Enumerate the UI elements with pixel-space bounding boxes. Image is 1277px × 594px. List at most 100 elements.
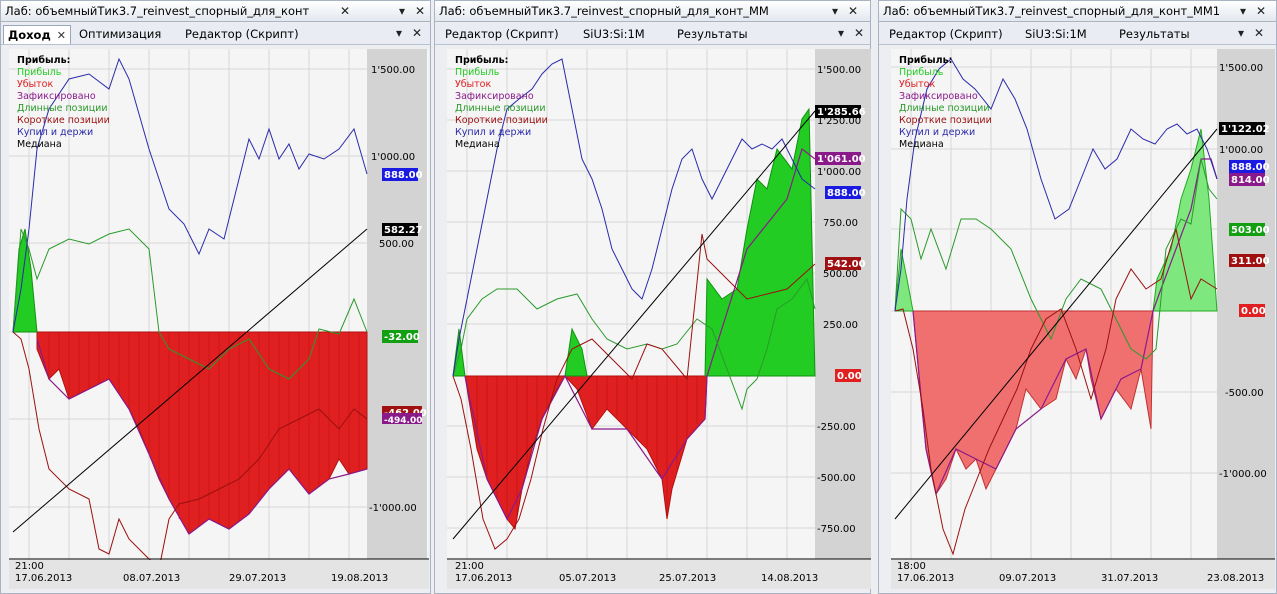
tab-script-editor[interactable]: Редактор (Скрипт) (889, 27, 1003, 41)
window-title-bar[interactable]: Лаб: объемныйТик3.7_reinvest_спорный_для… (1, 1, 430, 22)
buy-and-hold-line (12, 57, 368, 333)
y-tick: -750.00 (817, 524, 856, 535)
value-badge: 888.00 (1231, 162, 1270, 173)
tab-script-editor[interactable]: Редактор (Скрипт) (185, 27, 299, 41)
x-tick: 14.08.2013 (761, 573, 818, 584)
tab-instrument[interactable]: SiU3:Si:1M (1025, 27, 1087, 41)
x-tick: 29.07.2013 (229, 573, 286, 584)
short-positions-line (894, 228, 1218, 556)
x-tick: 31.07.2013 (1101, 573, 1158, 584)
window-title-bar[interactable]: Лаб: объемныйТик3.7_reinvest_спорный_для… (879, 1, 1276, 22)
legend-item: Короткие позиции (17, 115, 110, 126)
close-icon[interactable]: ✕ (339, 4, 351, 18)
y-tick: 1'500.00 (371, 65, 415, 76)
legend-item: Зафиксировано (455, 91, 534, 102)
legend-item: Медиана (17, 139, 62, 150)
tab-instrument[interactable]: SiU3:Si:1M (583, 27, 645, 41)
dropdown-icon[interactable]: ▾ (1239, 4, 1247, 18)
legend-title: Прибыль: (17, 55, 70, 66)
tab-income[interactable]: Доход ✕ (3, 25, 71, 44)
long-positions-line (894, 158, 1218, 360)
median-line (12, 228, 368, 533)
value-badge: 0.00 (837, 371, 862, 382)
y-tick: 500.00 (379, 239, 414, 250)
value-badge: 888.00 (384, 170, 423, 181)
long-positions-line (12, 228, 368, 380)
x-tick: 05.07.2013 (559, 573, 616, 584)
close-icon[interactable]: ✕ (1253, 26, 1265, 40)
income-chart[interactable]: Прибыль: Прибыль Убыток Зафиксировано Дл… (447, 49, 871, 589)
legend-item: Убыток (17, 79, 53, 90)
x-tick: 17.06.2013 (15, 573, 72, 584)
tab-script-editor[interactable]: Редактор (Скрипт) (445, 27, 559, 41)
legend-item: Короткие позиции (455, 115, 548, 126)
time-label: 21:00 (15, 561, 44, 572)
dropdown-icon[interactable]: ▾ (837, 26, 845, 40)
time-label: 18:00 (897, 561, 926, 572)
dropdown-icon[interactable]: ▾ (831, 4, 839, 18)
close-icon[interactable]: ✕ (853, 26, 865, 40)
chart-window-3: Лаб: объемныйТик3.7_reinvest_спорный_для… (878, 0, 1277, 594)
legend-item: Убыток (899, 79, 935, 90)
short-positions-line (452, 233, 816, 550)
dropdown-icon[interactable]: ▾ (398, 4, 406, 18)
profit-area (452, 107, 816, 377)
legend-item: Зафиксировано (17, 91, 96, 102)
legend: Прибыль: Прибыль Убыток Зафиксировано Дл… (17, 55, 110, 150)
value-badge: 888.00 (827, 188, 866, 199)
x-tick: 19.08.2013 (331, 573, 388, 584)
legend-item: Прибыль (899, 67, 944, 78)
income-chart[interactable]: Прибыль: Прибыль Убыток Зафиксировано Дл… (9, 49, 429, 589)
close-icon[interactable]: ✕ (411, 26, 423, 40)
value-badge: -32.00 (384, 332, 420, 343)
y-tick: 250.00 (823, 320, 858, 331)
close-tab-icon[interactable]: ✕ (56, 29, 66, 42)
time-label: 21:00 (455, 561, 484, 572)
dropdown-icon[interactable]: ▾ (395, 26, 403, 40)
buy-and-hold-line (452, 58, 816, 377)
x-tick: 17.06.2013 (455, 573, 512, 584)
income-chart[interactable]: Прибыль: Прибыль Убыток Зафиксировано Дл… (891, 49, 1275, 589)
close-window-icon[interactable]: ✕ (847, 4, 859, 18)
x-tick: 08.07.2013 (123, 573, 180, 584)
dropdown-icon[interactable]: ▾ (1237, 26, 1245, 40)
legend: Прибыль: Прибыль Убыток Зафиксировано Дл… (899, 55, 992, 150)
value-badges: 1'285.66 1'061.00 888.00 542.00 0.00 (815, 105, 866, 382)
tab-optimization[interactable]: Оптимизация (79, 27, 162, 41)
legend-item: Купил и держи (17, 127, 93, 138)
value-badges: 888.00 582.27 -32.00 -462.00 -494.00 (382, 168, 427, 426)
value-badge: 582.27 (384, 225, 423, 236)
close-window-icon[interactable]: ✕ (1255, 4, 1267, 18)
window-title-bar[interactable]: Лаб: объемныйТик3.7_reinvest_спорный_для… (435, 1, 870, 22)
x-tick: 23.08.2013 (1207, 573, 1264, 584)
fixed-line (912, 158, 1218, 496)
tab-bar: Редактор (Скрипт) SiU3:Si:1M Результаты … (435, 23, 870, 45)
loss-stripes (476, 376, 698, 519)
tab-results[interactable]: Результаты (677, 27, 748, 41)
chart-window-2: Лаб: объемныйТик3.7_reinvest_спорный_для… (434, 0, 871, 594)
value-badge: 503.00 (1231, 225, 1270, 236)
value-badges: 1'122.02 888.00 814.00 503.00 311.00 0.0… (1219, 122, 1270, 317)
x-axis: 17.06.2013 09.07.2013 31.07.2013 23.08.2… (897, 573, 1264, 584)
legend-item: Прибыль (455, 67, 500, 78)
x-tick: 25.07.2013 (659, 573, 716, 584)
value-badge: 1'061.00 (817, 154, 866, 165)
tab-bar: Доход ✕ Оптимизация Редактор (Скрипт) ▾ ✕ (1, 23, 430, 45)
y-tick: -250.00 (817, 422, 856, 433)
legend-item: Длинные позиции (899, 103, 990, 114)
value-badge: 311.00 (1231, 256, 1270, 267)
value-badge: 542.00 (827, 259, 866, 270)
legend-item: Короткие позиции (899, 115, 992, 126)
y-axis: 1'500.00 1'250.00 1'000.00 750.00 500.00… (817, 65, 861, 535)
x-axis: 17.06.2013 08.07.2013 29.07.2013 19.08.2… (15, 573, 388, 584)
fixed-line (464, 147, 816, 521)
close-window-icon[interactable]: ✕ (414, 4, 426, 18)
window-title: Лаб: объемныйТик3.7_reinvest_спорный_для… (5, 4, 310, 18)
y-tick: 1'000.00 (1219, 145, 1263, 156)
y-tick: 1'250.00 (817, 116, 861, 127)
window-title: Лаб: объемныйТик3.7_reinvest_спорный_для… (883, 4, 1219, 18)
y-tick: -500.00 (1225, 388, 1264, 399)
tab-results[interactable]: Результаты (1119, 27, 1190, 41)
y-tick: 1'500.00 (1219, 63, 1263, 74)
tab-bar: Редактор (Скрипт) SiU3:Si:1M Результаты … (879, 23, 1276, 45)
